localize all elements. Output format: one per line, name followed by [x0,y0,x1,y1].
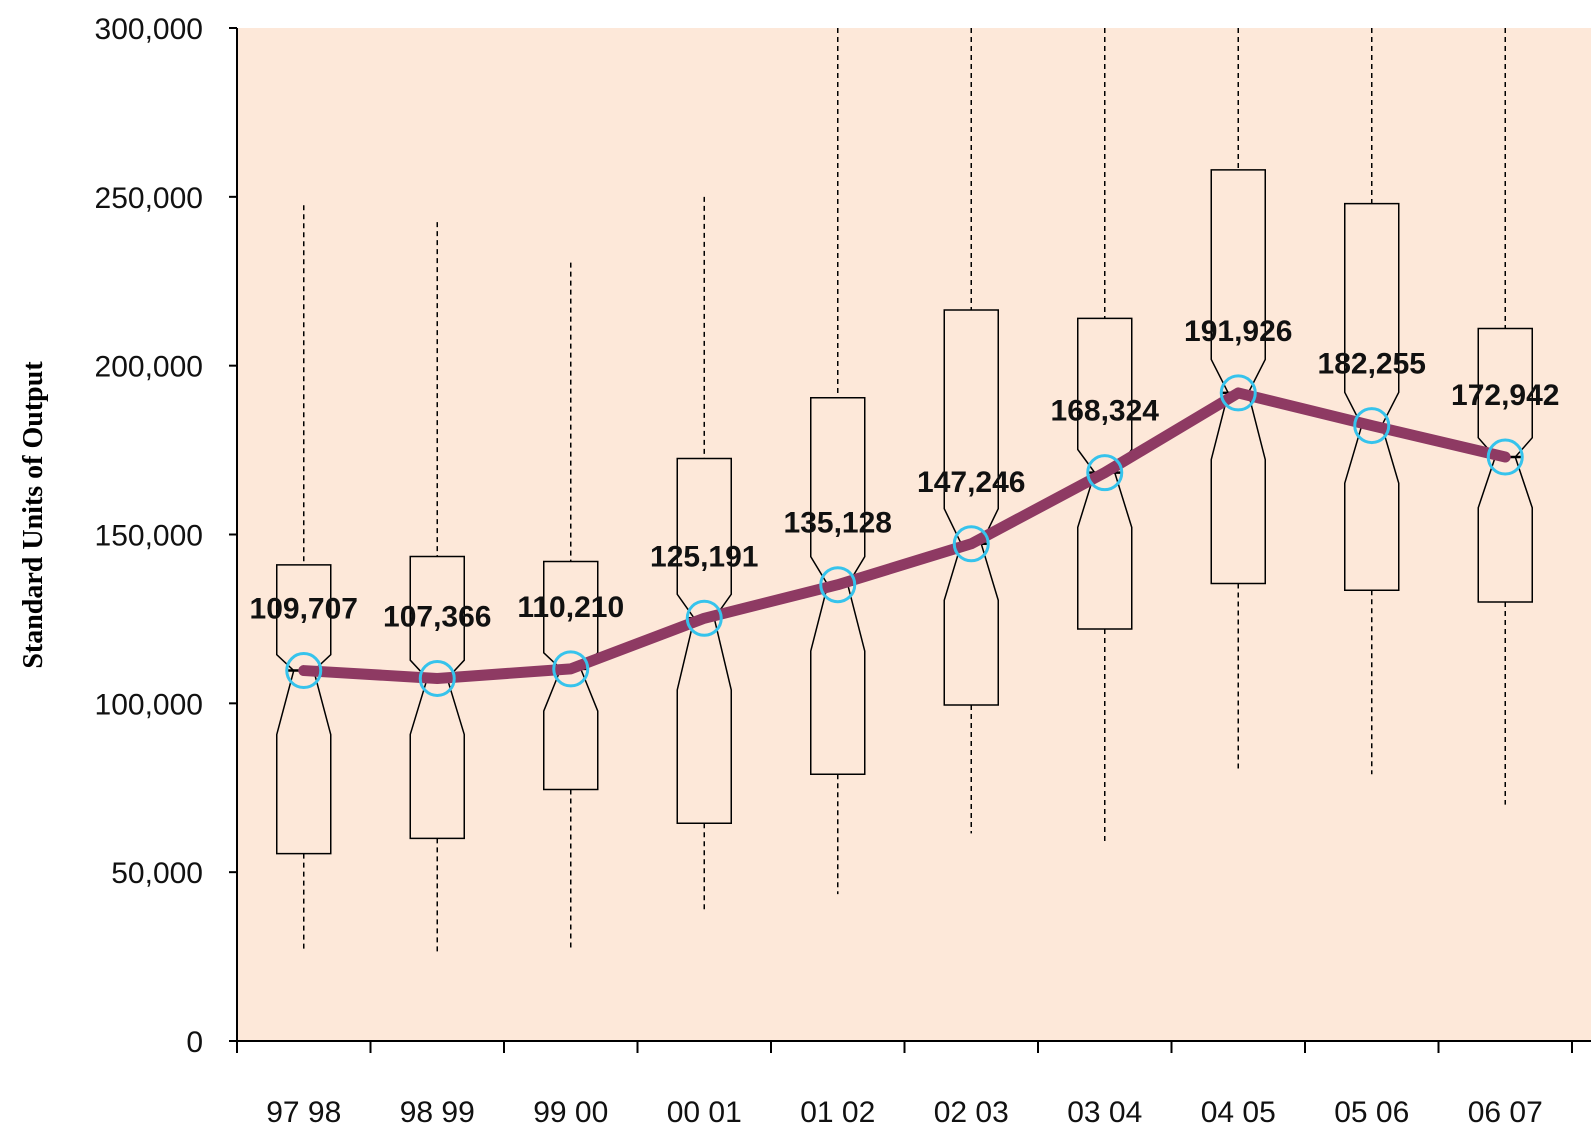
box-8 [1344,28,1400,775]
x-axis: 97 98 98 99 99 00 00 01 01 02 02 03 03 04 04 05… [236,1041,1573,1129]
median-data-labels: 109,707 107,366 110,210 125,191 135,128 147,2… [250,315,1560,634]
median-data-label: 168,324 [1051,395,1160,428]
notched-box [943,309,999,706]
median-data-label: 191,926 [1184,315,1292,348]
y-tick-label: 250,000 [95,182,203,215]
y-tick-label: 50,000 [111,857,203,890]
median-data-label: 147,246 [917,466,1025,499]
median-marker [285,652,323,690]
x-tick-label: 99 00 [533,1096,608,1129]
box-series [276,28,1533,955]
notched-box [1344,202,1400,591]
median-data-label: 109,707 [250,593,358,626]
x-tick-label: 98 99 [400,1096,475,1129]
box-5 [943,28,999,834]
median-data-label: 125,191 [650,540,758,573]
x-tick-label: 97 98 [266,1096,341,1129]
median-data-label: 172,942 [1451,379,1559,412]
x-tick-label: 05 06 [1334,1096,1409,1129]
y-axis: 0 50,000 100,000 150,000 200,000 250,000 300,0… [95,13,237,1059]
x-tick-label: 06 07 [1468,1096,1543,1129]
median-marker [1486,438,1524,476]
x-tick-label: 00 01 [667,1096,742,1129]
median-marker [1353,407,1391,445]
median-data-label: 107,366 [383,600,491,633]
median-data-label: 135,128 [784,507,892,540]
x-tick-label: 03 04 [1067,1096,1142,1129]
y-tick-label: 300,000 [95,13,203,46]
y-tick-label: 100,000 [95,688,203,721]
median-marker [819,566,857,604]
y-tick-label: 150,000 [95,520,203,553]
median-markers [285,374,1524,697]
median-marker [552,650,590,688]
median-data-label: 182,255 [1318,348,1426,381]
median-trend-line [298,387,1511,684]
median-marker [418,659,456,697]
x-tick-label: 04 05 [1201,1096,1276,1129]
y-tick-label: 0 [186,1026,203,1059]
y-axis-title: Standard Units of Output [18,361,49,669]
median-marker [1086,454,1124,492]
x-tick-label: 02 03 [934,1096,1009,1129]
median-data-label: 110,210 [517,591,624,624]
median-marker [952,525,990,563]
median-marker [1219,374,1257,412]
median-marker [685,599,723,637]
y-tick-label: 200,000 [95,351,203,384]
x-tick-label: 01 02 [800,1096,875,1129]
